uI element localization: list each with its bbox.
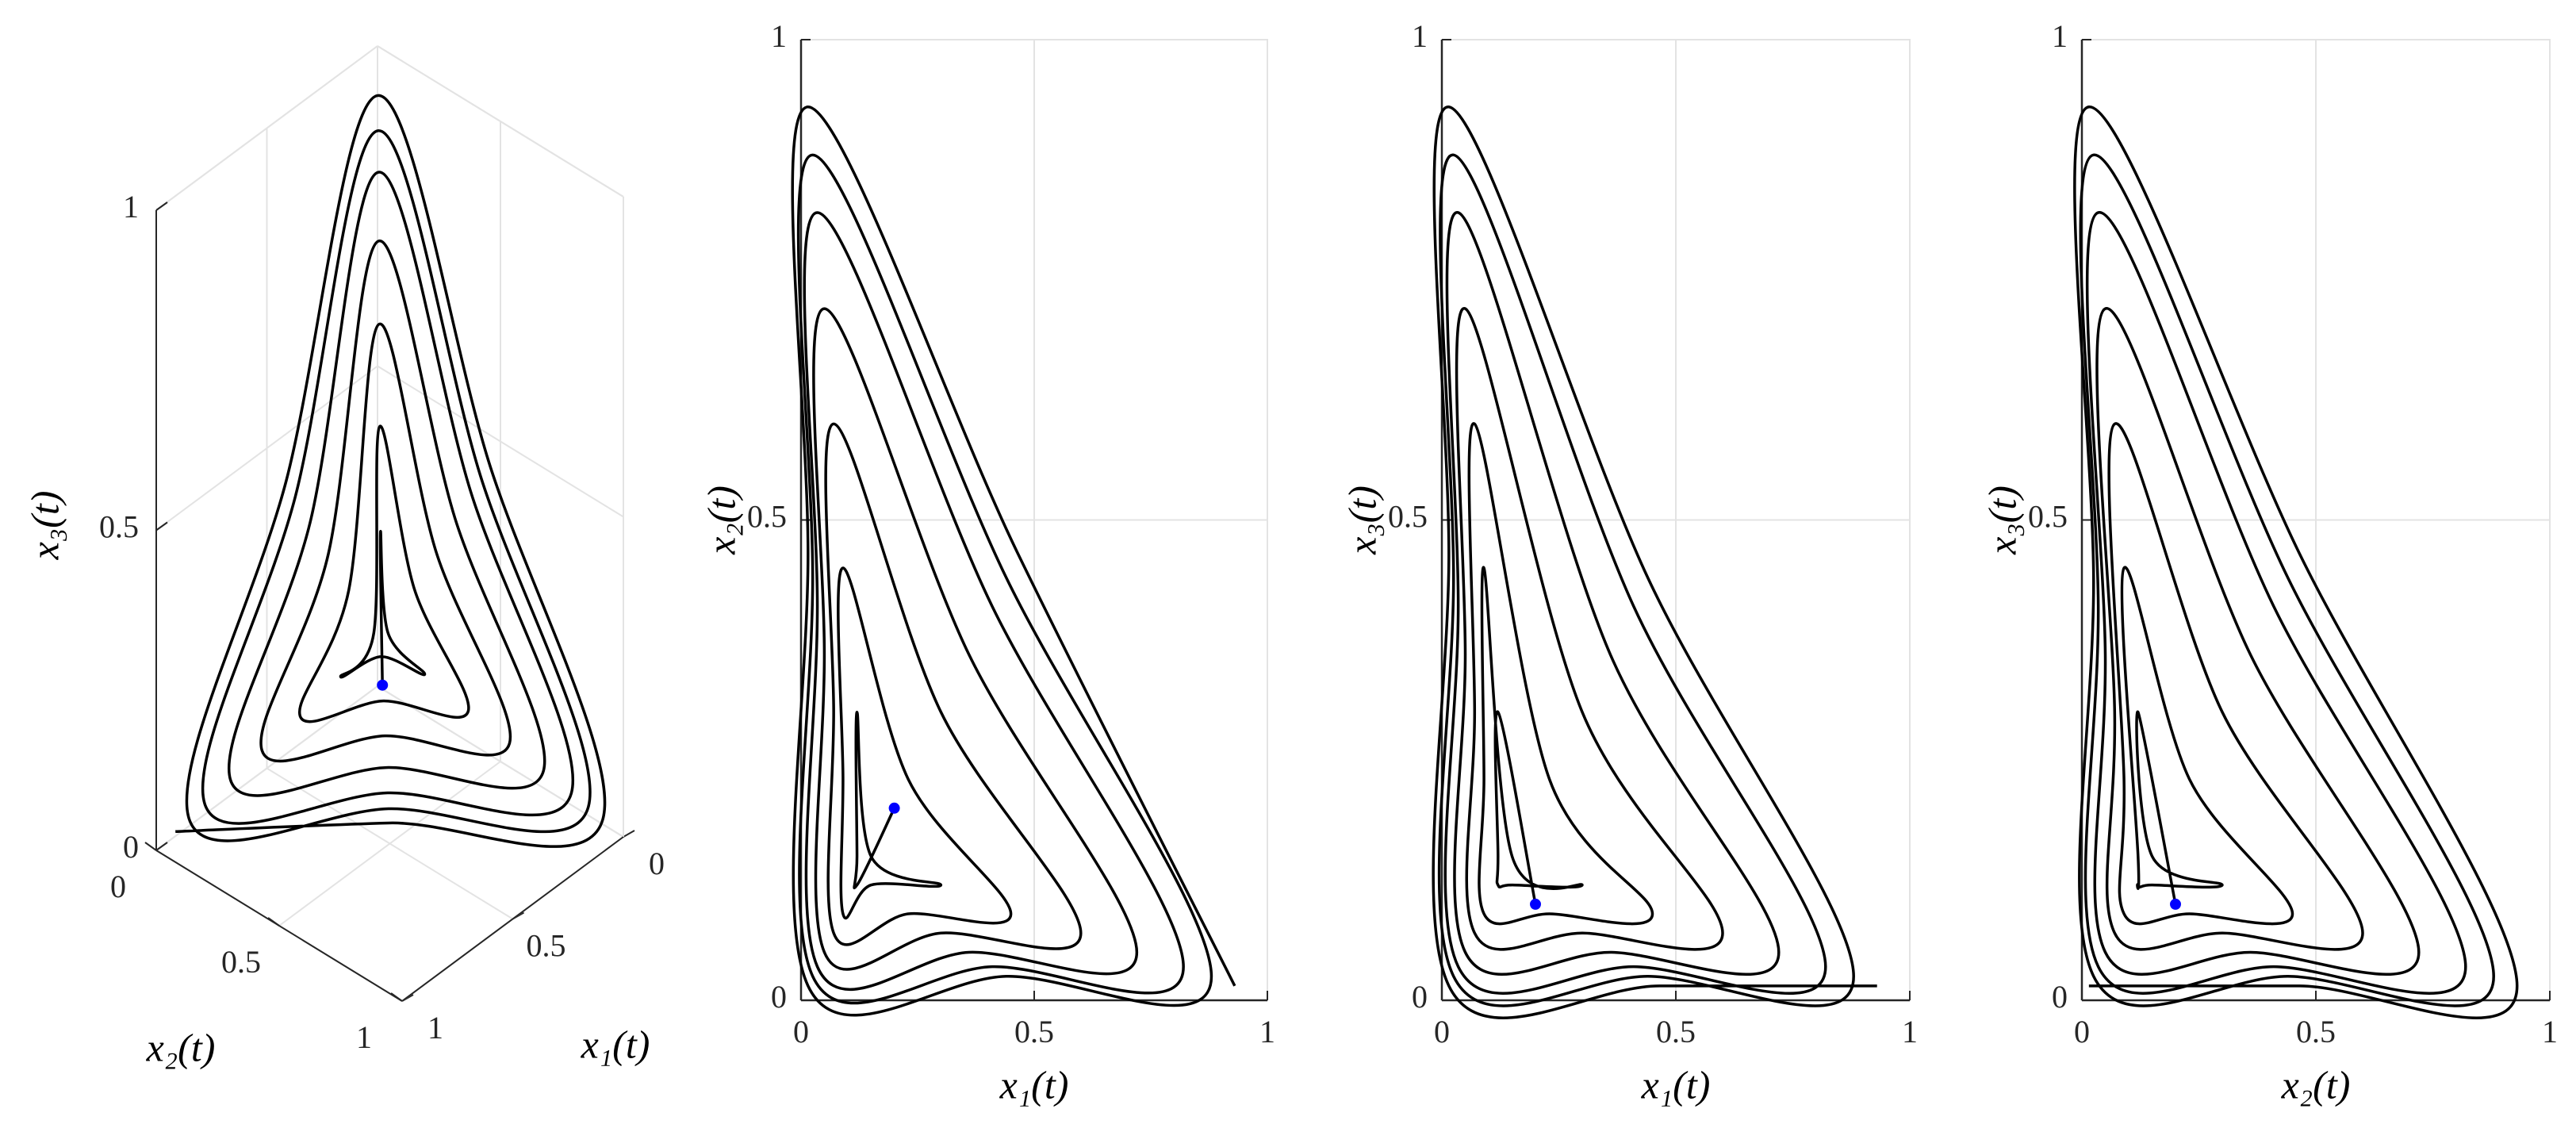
grid-line — [377, 45, 624, 198]
x-axis-label: x₁(t) — [581, 1022, 650, 1066]
x-tick — [623, 830, 635, 838]
z-tick-label: 0 — [123, 829, 139, 865]
x-axis-label: x₁(t) — [999, 1062, 1069, 1107]
y-tick-label: 0 — [110, 869, 126, 904]
trajectory — [791, 106, 1236, 1017]
x-tick-label: 0.5 — [1656, 1014, 1696, 1049]
trajectory — [2073, 106, 2519, 1019]
z-tick — [155, 842, 168, 851]
y-axis-label: x₃(t) — [1980, 485, 2024, 555]
y-tick-label: 0.5 — [1388, 499, 1428, 535]
x-tick-label: 1 — [1902, 1014, 1918, 1049]
y-tick-label: 1 — [2052, 18, 2068, 54]
y-axis-label: x₃(t) — [1340, 485, 1384, 555]
y-tick-label: 1 — [1412, 18, 1428, 54]
y-tick-label: 0 — [2052, 979, 2068, 1015]
z-tick-label: 0.5 — [99, 509, 139, 545]
x-axis-label: x₁(t) — [1641, 1062, 1711, 1107]
z-tick — [155, 201, 168, 211]
x-tick-label: 0.5 — [2296, 1014, 2336, 1049]
x-tick-label: 0.5 — [527, 928, 566, 964]
z-tick-label: 1 — [123, 189, 139, 224]
grid-line — [155, 45, 378, 211]
y-tick-label: 0 — [1412, 979, 1428, 1015]
start-point — [2170, 898, 2181, 910]
z-axis-label: x₃(t) — [22, 491, 67, 561]
y-tick-label: 1 — [356, 1019, 372, 1055]
start-point — [1530, 898, 1541, 910]
grid-line — [377, 685, 624, 838]
z-tick — [155, 521, 168, 531]
x-axis — [401, 836, 624, 1002]
x-tick-label: 0 — [649, 846, 665, 881]
y-axis — [155, 850, 403, 1002]
y-axis-label: x₂(t) — [146, 1025, 216, 1069]
y-tick-label: 0.5 — [747, 499, 787, 535]
y-tick-label: 1 — [771, 18, 787, 54]
y-tick-label: 0.5 — [221, 944, 261, 980]
y-tick-label: 0 — [771, 979, 787, 1015]
start-point — [888, 802, 900, 814]
x-tick-label: 0 — [1434, 1014, 1450, 1049]
x-tick-label: 0 — [793, 1014, 809, 1049]
start-point — [377, 679, 389, 691]
x-tick-label: 1 — [1259, 1014, 1275, 1049]
grid-line — [278, 761, 501, 927]
y-tick-label: 0.5 — [2028, 499, 2068, 535]
y-tick — [144, 842, 157, 851]
y-axis-label: x₂(t) — [699, 485, 743, 555]
x-tick-label: 0.5 — [1014, 1014, 1054, 1049]
trajectory — [1432, 106, 1877, 1019]
trajectory — [175, 94, 607, 848]
x-tick-label: 1 — [2542, 1014, 2558, 1049]
grid-line — [155, 365, 378, 531]
x-tick-label: 1 — [427, 1010, 443, 1046]
x-tick-label: 0 — [2074, 1014, 2090, 1049]
x-axis-label: x₂(t) — [2281, 1062, 2351, 1107]
grid-line — [377, 365, 624, 518]
